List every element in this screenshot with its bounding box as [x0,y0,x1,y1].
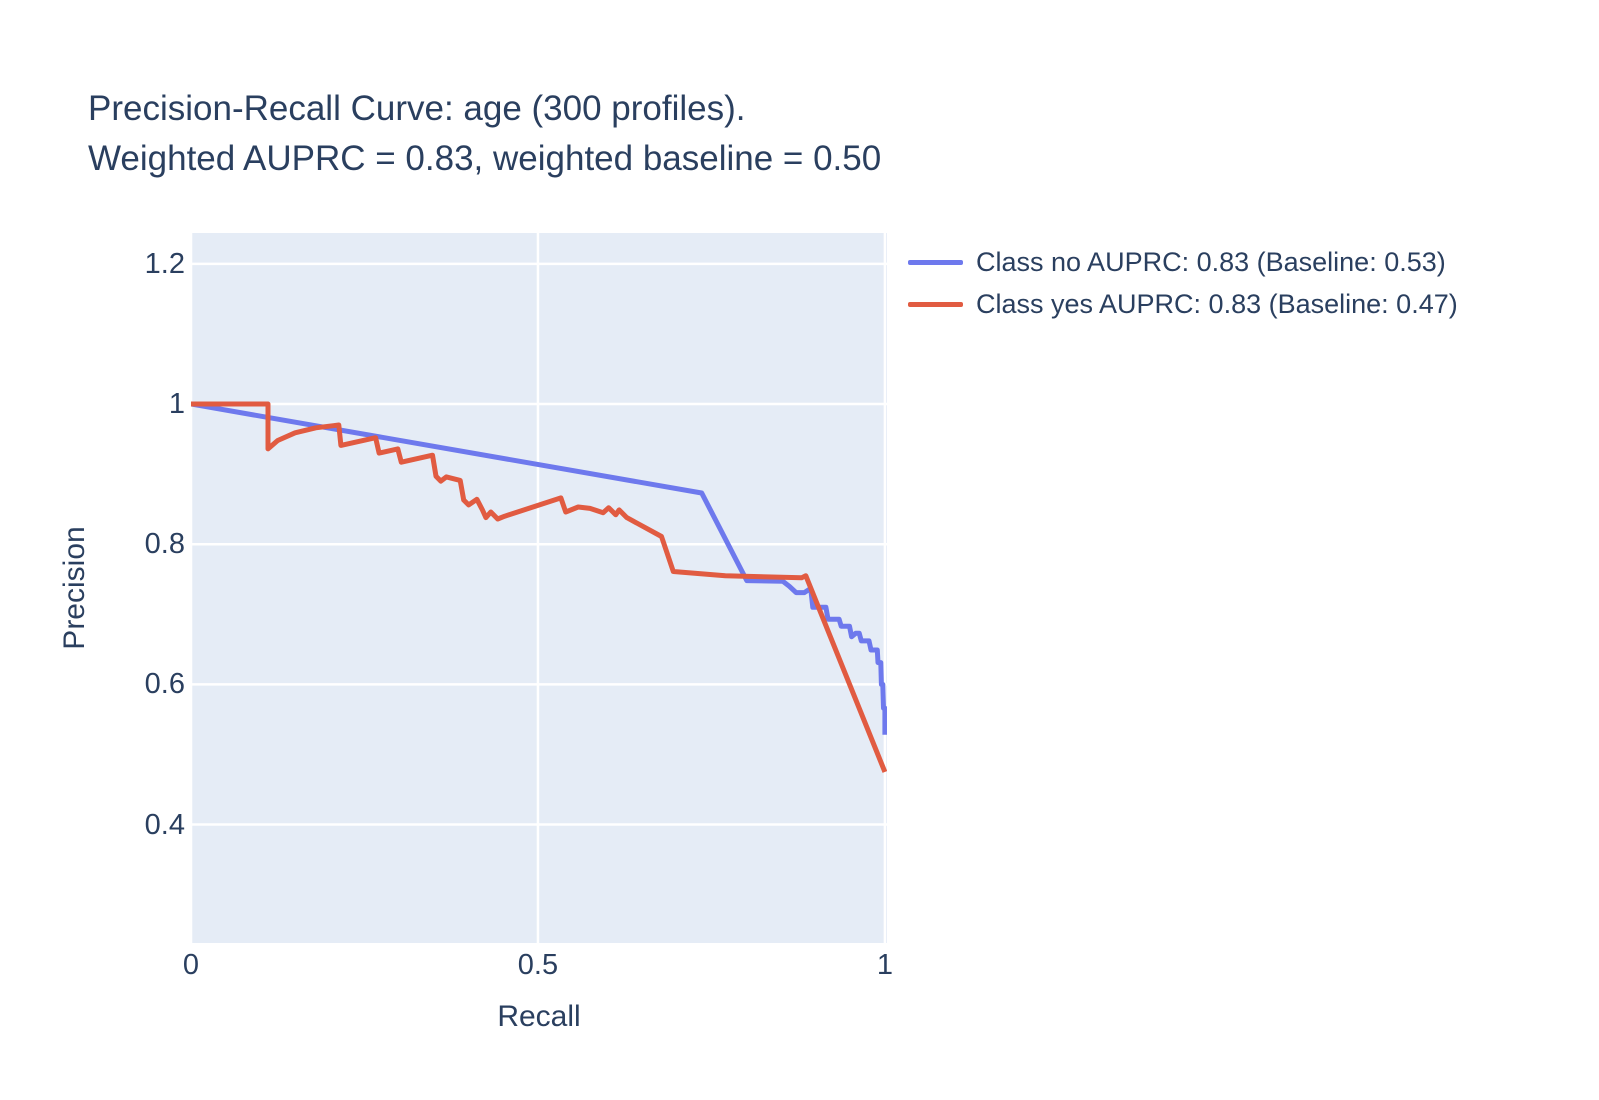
chart-title: Precision-Recall Curve: age (300 profile… [88,84,881,184]
y-tick-label: 0.8 [144,528,185,561]
y-tick-label: 1 [168,388,185,421]
legend-label-class-yes: Class yes AUPRC: 0.83 (Baseline: 0.47) [976,288,1458,319]
x-tick-label: 1 [876,949,893,981]
x-tick-label: 0.5 [517,949,559,981]
plot-area[interactable] [191,233,887,943]
curve-class-no[interactable] [191,401,887,735]
legend-label-class-no: Class no AUPRC: 0.83 (Baseline: 0.53) [976,246,1446,277]
x-tick-label: 0 [182,949,200,981]
legend-item-class-no[interactable]: Class no AUPRC: 0.83 (Baseline: 0.53) [908,241,1458,283]
legend: Class no AUPRC: 0.83 (Baseline: 0.53) Cl… [908,241,1458,325]
y-tick-label: 0.4 [144,808,185,841]
x-axis-title: Recall [497,1000,581,1033]
legend-line-swatch-class-no [908,259,963,265]
y-axis-title: Precision [58,526,91,650]
y-tick-label: 1.2 [144,247,185,280]
legend-item-class-yes[interactable]: Class yes AUPRC: 0.83 (Baseline: 0.47) [908,283,1458,325]
chart-title-line1: Precision-Recall Curve: age (300 profile… [88,89,746,128]
pr-curve-plot[interactable] [191,233,887,943]
curve-class-yes[interactable] [191,401,887,773]
legend-line-swatch-class-yes [908,301,963,307]
y-tick-label: 0.6 [144,668,185,701]
chart-title-line2: Weighted AUPRC = 0.83, weighted baseline… [88,139,882,178]
